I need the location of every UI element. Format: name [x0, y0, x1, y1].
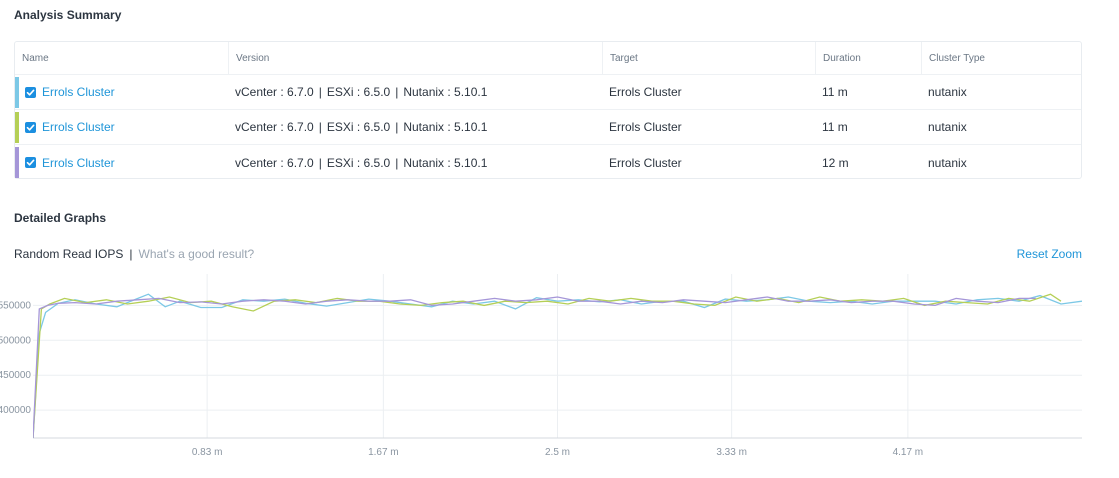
row-name-link[interactable]: Errols Cluster [42, 155, 115, 170]
table-row: Errols Cluster vCenter : 6.7.0 | ESXi : 6.5… [15, 75, 1081, 110]
column-header-target: Target [602, 42, 815, 74]
x-tick-label: 3.33 m [716, 447, 747, 458]
row-name-link[interactable]: Errols Cluster [42, 85, 115, 99]
cell-target: Errols Cluster [609, 155, 682, 170]
version-separator: | [395, 85, 399, 99]
column-header-version: Version [228, 42, 602, 74]
version-separator: | [318, 120, 322, 134]
version-separator: | [318, 155, 322, 170]
analysis-summary-heading: Analysis Summary [14, 8, 122, 22]
nutanix-version: Nutanix : 5.10.1 [403, 155, 488, 170]
graph-title-bar: Random Read IOPS | What's a good result? [14, 247, 254, 261]
cell-target: Errols Cluster [609, 85, 682, 99]
row-checkbox[interactable] [25, 87, 36, 98]
row-checkbox[interactable] [25, 122, 36, 133]
column-header-name: Name [22, 52, 49, 64]
cell-duration: 11 m [822, 120, 848, 134]
series-color-bar [15, 147, 19, 178]
vcenter-version: vCenter : 6.7.0 [235, 85, 314, 99]
version-separator: | [318, 85, 322, 99]
table-header-row: Name Version Target Duration Cluster Typ… [15, 42, 1081, 75]
esxi-version: ESXi : 6.5.0 [326, 155, 391, 170]
x-tick-label: 1.67 m [368, 447, 399, 458]
cell-cluster-type: nutanix [928, 120, 967, 134]
cell-cluster-type: nutanix [928, 85, 967, 99]
nutanix-version: Nutanix : 5.10.1 [403, 120, 488, 134]
check-icon [26, 159, 35, 166]
detailed-graphs-heading: Detailed Graphs [14, 211, 107, 225]
x-tick-label: 2.5 m [545, 447, 570, 458]
cell-target: Errols Cluster [609, 120, 682, 134]
series-color-bar [15, 112, 19, 143]
series-color-bar [15, 77, 19, 108]
cell-version: vCenter : 6.7.0 | ESXi : 6.5.0 | Nutanix : 5… [228, 110, 602, 144]
y-tick-label: 400000 [0, 405, 31, 416]
analysis-table: Name Version Target Duration Cluster Typ… [14, 41, 1082, 179]
cell-cluster-type: nutanix [928, 155, 967, 170]
cell-version: vCenter : 6.7.0 | ESXi : 6.5.0 | Nutanix : 5… [228, 75, 602, 109]
good-result-link[interactable]: What's a good result? [138, 247, 255, 261]
y-tick-label: 500000 [0, 335, 31, 346]
vcenter-version: vCenter : 6.7.0 [235, 120, 314, 134]
y-tick-label: 550000 [0, 300, 31, 311]
series-line-2 [33, 293, 1062, 438]
row-checkbox[interactable] [25, 157, 36, 168]
nutanix-version: Nutanix : 5.10.1 [403, 85, 488, 99]
cell-duration: 11 m [822, 85, 848, 99]
graph-title: Random Read IOPS [14, 247, 124, 261]
check-icon [26, 89, 35, 96]
reset-zoom-button[interactable]: Reset Zoom [1016, 247, 1082, 261]
table-row: Errols Cluster vCenter : 6.7.0 | ESXi : 6.5… [15, 145, 1081, 180]
esxi-version: ESXi : 6.5.0 [326, 85, 391, 99]
graph-title-separator: | [129, 247, 133, 261]
cell-version: vCenter : 6.7.0 | ESXi : 6.5.0 | Nutanix : 5… [228, 145, 602, 180]
cell-duration: 12 m [822, 155, 849, 170]
y-tick-label: 450000 [0, 370, 31, 381]
series-line-3 [33, 296, 1036, 438]
version-separator: | [395, 155, 399, 170]
version-separator: | [395, 120, 399, 134]
x-tick-label: 0.83 m [192, 447, 223, 458]
check-icon [26, 124, 35, 131]
table-row: Errols Cluster vCenter : 6.7.0 | ESXi : 6.5… [15, 110, 1081, 145]
iops-line-chart[interactable]: 550000 500000 450000 400000 0.83 m 1.67 m 2.5 … [0, 266, 1119, 466]
esxi-version: ESXi : 6.5.0 [326, 120, 391, 134]
vcenter-version: vCenter : 6.7.0 [235, 155, 314, 170]
row-name-link[interactable]: Errols Cluster [42, 120, 115, 134]
x-tick-label: 4.17 m [893, 447, 924, 458]
column-header-cluster-type: Cluster Type [921, 42, 1081, 74]
column-header-duration: Duration [815, 42, 921, 74]
